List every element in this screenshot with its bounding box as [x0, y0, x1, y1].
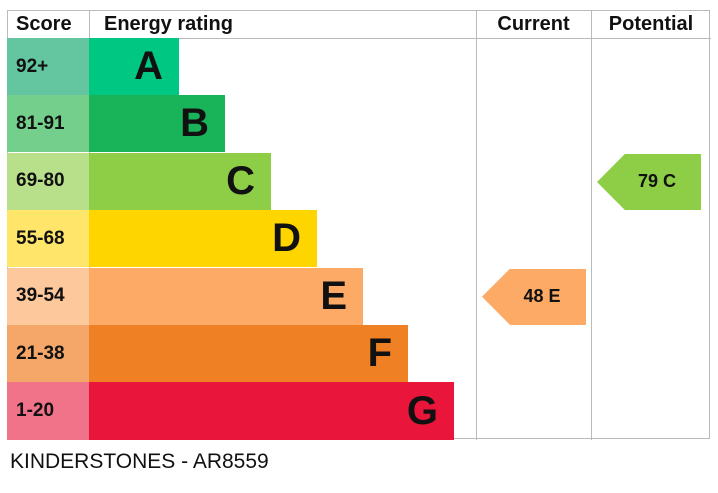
header-divider [7, 38, 711, 39]
rating-bar-c: C [89, 152, 271, 210]
current-rating-label: 48 E [523, 286, 561, 307]
rating-bar-g: G [89, 382, 454, 440]
potential-rating-label: 79 C [637, 171, 677, 192]
score-cell-b: 81-91 [7, 95, 89, 153]
column-divider [591, 10, 592, 440]
header-energy-rating: Energy rating [104, 13, 233, 35]
rating-bar-b: B [89, 95, 225, 153]
score-cell-g: 1-20 [7, 382, 89, 440]
rating-bar-d: D [89, 210, 317, 268]
header-potential: Potential [608, 13, 694, 35]
column-divider [476, 10, 477, 440]
rating-bar-a: A [89, 38, 179, 95]
score-cell-c: 69-80 [7, 152, 89, 210]
header-score: Score [16, 13, 72, 35]
rating-bar-e: E [89, 267, 363, 325]
property-reference: KINDERSTONES - AR8559 [10, 450, 269, 473]
score-cell-f: 21-38 [7, 325, 89, 382]
rating-bar-f: F [89, 325, 408, 382]
score-cell-e: 39-54 [7, 267, 89, 325]
score-cell-d: 55-68 [7, 210, 89, 268]
score-cell-a: 92+ [7, 38, 89, 95]
header-current: Current [497, 13, 570, 35]
